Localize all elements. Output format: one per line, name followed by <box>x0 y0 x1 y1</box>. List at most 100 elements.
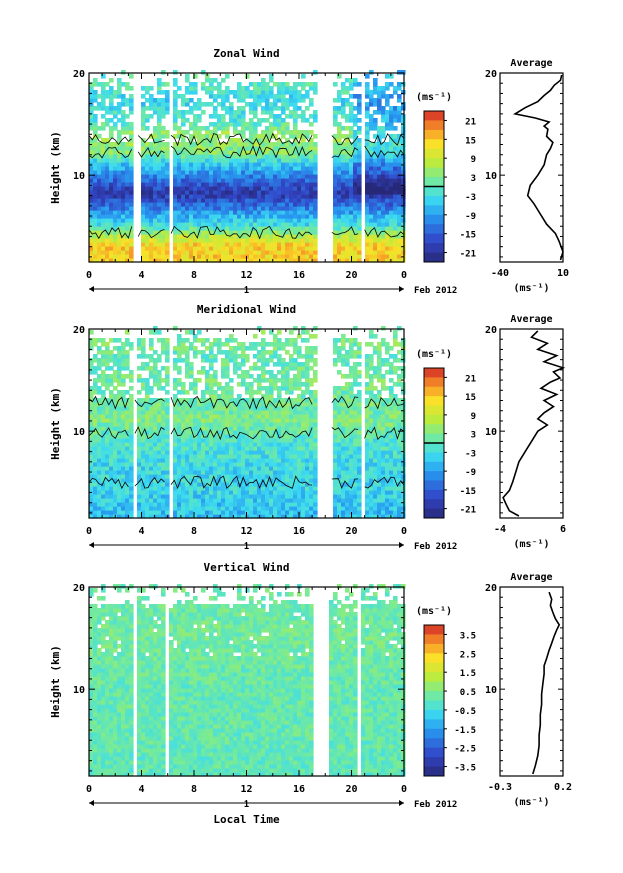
colorbar-unit: (ms⁻¹) <box>416 92 452 103</box>
day-bar-arrow-right <box>399 286 404 292</box>
day-bar-arrow-left <box>89 800 94 806</box>
x-tick-label: 4 <box>138 526 144 537</box>
colorbar-tick-label: -21 <box>460 250 476 260</box>
x-tick-label: 16 <box>293 526 305 537</box>
date-label: Feb 2012 <box>414 800 457 810</box>
colorbar-swatch <box>424 111 444 121</box>
colorbar-tick-label: 0.5 <box>460 688 476 698</box>
contour-line <box>88 225 405 240</box>
profile-x-tick-label: 10 <box>557 268 569 279</box>
colorbar-tick-label: -3.5 <box>454 764 476 774</box>
colorbar-swatch <box>424 728 444 739</box>
colorbar-tick-label: -15 <box>460 231 476 241</box>
date-label: Feb 2012 <box>414 542 457 552</box>
day-bar-arrow-left <box>89 286 94 292</box>
profile-title: Average <box>510 314 552 325</box>
profile-y-tick-label: 20 <box>485 325 497 336</box>
average-profile: Average 10 20 -4 6 (ms⁻¹) <box>485 314 566 550</box>
colorbar-swatch <box>424 766 444 777</box>
x-tick-label: 4 <box>138 270 144 281</box>
colorbar-swatch <box>424 757 444 768</box>
y-tick-label: 10 <box>73 685 85 696</box>
x-tick-label: 0 <box>401 784 407 795</box>
colorbar-tick-label: 21 <box>465 117 476 127</box>
contour-line <box>88 475 405 490</box>
colorbar-tick-label: 9 <box>471 155 476 165</box>
colorbar-swatch <box>424 643 444 654</box>
colorbar-tick-label: 1.5 <box>460 669 476 679</box>
x-tick-label: 16 <box>293 270 305 281</box>
colorbar-swatch <box>424 243 444 254</box>
x-tick-label: 8 <box>191 784 197 795</box>
colorbar-swatch <box>424 120 444 131</box>
profile-line <box>532 591 561 775</box>
x-tick-label: 0 <box>86 270 92 281</box>
colorbar-swatch <box>424 738 444 749</box>
x-tick-label: 0 <box>86 526 92 537</box>
colorbar-unit: (ms⁻¹) <box>416 349 452 360</box>
profile-x-tick-label: -4 <box>494 524 506 535</box>
colorbar-frame <box>423 624 445 777</box>
colorbar-swatch <box>424 747 444 758</box>
day-label: 1 <box>244 542 249 552</box>
colorbar-swatch <box>424 233 444 244</box>
colorbar-swatch <box>424 452 444 463</box>
x-tick-label: 20 <box>345 784 357 795</box>
contour-line <box>88 144 405 159</box>
colorbar-swatch <box>424 662 444 673</box>
colorbar: (ms⁻¹) 3.5 2.5 1.5 0.5 -0.5 -1.5 -2.5 -3.5 <box>416 606 476 777</box>
x-tick-label: 16 <box>293 784 305 795</box>
profile-y-tick-label: 20 <box>485 583 497 594</box>
profile-y-tick-label: 10 <box>485 427 497 438</box>
colorbar: (ms⁻¹) 21 15 9 3 -3 -9 -15 -21 <box>416 92 476 263</box>
colorbar-swatch <box>424 177 444 187</box>
profile-frame <box>499 328 564 519</box>
date-label: Feb 2012 <box>414 286 457 296</box>
colorbar-swatch <box>424 396 444 407</box>
y-axis: 10 20 <box>73 69 404 258</box>
x-tick-label: 0 <box>401 270 407 281</box>
colorbar-swatch <box>424 471 444 482</box>
colorbar-swatch <box>424 625 444 635</box>
colorbar-swatch <box>424 195 444 206</box>
x-axis: 0 4 8 12 16 20 0 <box>86 73 407 281</box>
x-tick-label: 8 <box>191 270 197 281</box>
colorbar-tick-label: 15 <box>465 136 476 146</box>
y-tick-label: 10 <box>73 171 85 182</box>
day-bar-arrow-right <box>399 542 404 548</box>
y-tick-label: 20 <box>73 325 85 336</box>
day-bar-arrow-left <box>89 542 94 548</box>
y-axis-label: Height (km) <box>49 131 62 204</box>
x-axis: 0 4 8 12 16 20 0 <box>86 329 407 537</box>
panel-title: Zonal Wind <box>213 47 279 60</box>
panel-3: Vertical Wind 0 4 8 12 16 20 0 10 20 Height (km) 1 F… <box>49 561 572 810</box>
profile-title: Average <box>510 572 552 583</box>
profile-x-tick-label: 0.2 <box>554 782 572 793</box>
x-tick-label: 0 <box>86 784 92 795</box>
y-tick-label: 20 <box>73 69 85 80</box>
x-tick-label: 0 <box>401 526 407 537</box>
y-axis: 10 20 <box>73 325 404 514</box>
colorbar-swatch <box>424 443 444 453</box>
colorbar-swatch <box>424 224 444 235</box>
colorbar-swatch <box>424 167 444 178</box>
colorbar-swatch <box>424 414 444 425</box>
profile-x-tick-label: -0.3 <box>488 782 512 793</box>
colorbar-tick-label: 3 <box>471 431 476 441</box>
x-tick-label: 12 <box>240 270 252 281</box>
colorbar-swatch <box>424 691 444 701</box>
colorbar-swatch <box>424 634 444 645</box>
contour-line <box>88 426 405 441</box>
colorbar-swatch <box>424 158 444 169</box>
colorbar-tick-label: -9 <box>465 468 476 478</box>
colorbar-swatch <box>424 489 444 500</box>
colorbar-swatch <box>424 719 444 730</box>
panel-title: Meridional Wind <box>197 303 296 316</box>
colorbar-swatch <box>424 252 444 263</box>
y-axis: 10 20 <box>73 583 404 772</box>
colorbar-swatch <box>424 499 444 510</box>
heatmap-field <box>89 326 406 519</box>
x-tick-label: 20 <box>345 526 357 537</box>
